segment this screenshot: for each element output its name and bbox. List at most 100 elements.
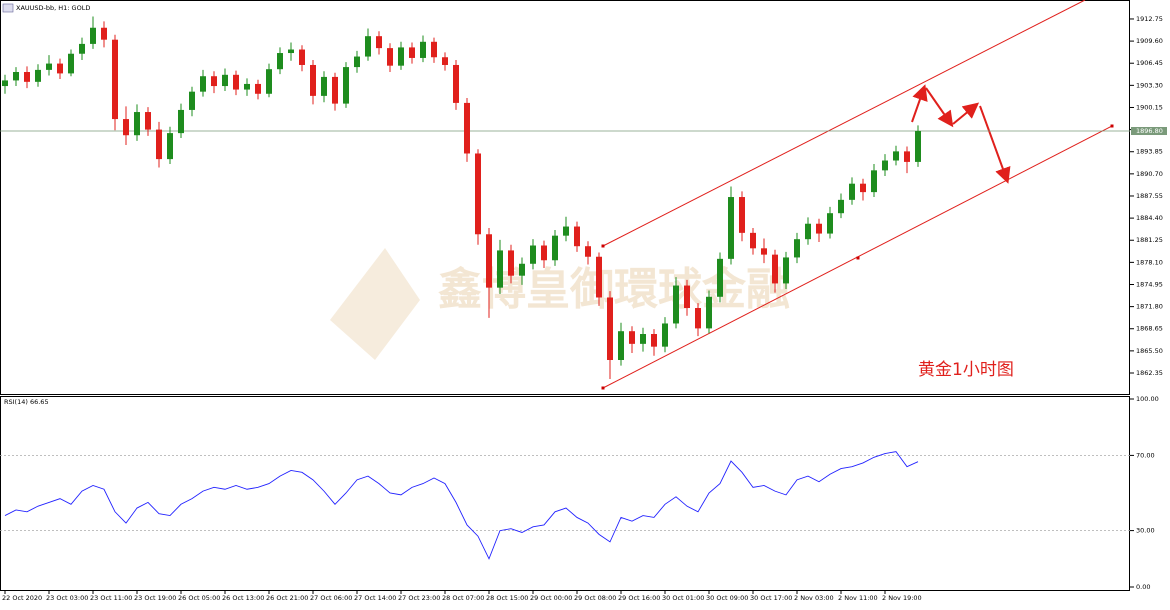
rsi-line xyxy=(4,451,919,560)
candle-body xyxy=(13,72,19,81)
y-tick-label: 1912.75 xyxy=(1136,15,1163,23)
x-tick-label: 26 Oct 21:00 xyxy=(266,594,308,602)
candle-body xyxy=(585,246,591,257)
x-tick-label: 30 Oct 17:00 xyxy=(750,594,792,602)
candle-body xyxy=(783,257,789,284)
candle-body xyxy=(827,213,833,234)
y-tick-label: 1881.25 xyxy=(1136,236,1163,244)
x-tick-label: 29 Oct 00:00 xyxy=(530,594,572,602)
candle-body xyxy=(893,151,899,161)
candle-body xyxy=(189,91,195,110)
x-tick-label: 2 Nov 11:00 xyxy=(838,594,878,602)
watermark: 鑫博皇御環球金融 xyxy=(438,264,790,315)
x-tick-label: 30 Oct 01:00 xyxy=(662,594,704,602)
candle-body xyxy=(805,223,811,240)
symbol-icon xyxy=(2,3,14,13)
candle-body xyxy=(442,57,448,65)
candle-body xyxy=(497,250,503,288)
candle-body xyxy=(684,285,690,309)
candle-body xyxy=(365,36,371,57)
candle-body xyxy=(244,83,250,90)
y-tick-label: 1862.35 xyxy=(1136,369,1163,377)
watermark-logo xyxy=(330,248,420,360)
x-tick-label: 23 Oct 11:00 xyxy=(90,594,132,602)
candle-body xyxy=(299,49,305,65)
y-tick-label: 1909.60 xyxy=(1136,37,1163,45)
candle-body xyxy=(640,334,646,344)
candle-body xyxy=(673,285,679,324)
candle-body xyxy=(717,258,723,297)
candle-body xyxy=(57,63,63,74)
candle-body xyxy=(167,133,173,160)
y-tick-label: 1893.85 xyxy=(1136,148,1163,156)
candle-body xyxy=(453,64,459,103)
y-tick-label: 1874.95 xyxy=(1136,280,1163,288)
y-tick-label: 1878.10 xyxy=(1136,258,1163,266)
x-tick-label: 27 Oct 06:00 xyxy=(310,594,352,602)
candle-body xyxy=(211,76,217,87)
candle-body xyxy=(178,109,184,134)
candle-body xyxy=(233,74,239,90)
candle-body xyxy=(596,256,602,298)
candle-body xyxy=(398,47,404,66)
candle-body xyxy=(904,151,910,162)
candle-body xyxy=(123,119,129,136)
candle-body xyxy=(24,72,30,82)
candle-body xyxy=(574,226,580,247)
candle-body xyxy=(90,27,96,44)
x-tick-label: 28 Oct 07:00 xyxy=(442,594,484,602)
candle-body xyxy=(156,129,162,160)
candle-body xyxy=(629,331,635,344)
x-tick-label: 27 Oct 23:00 xyxy=(398,594,440,602)
candle-body xyxy=(816,223,822,234)
y-tick-label: 1903.30 xyxy=(1136,81,1163,89)
candle-body xyxy=(343,67,349,104)
candle-body xyxy=(310,64,316,96)
candle-body xyxy=(706,296,712,329)
x-tick-label: 2 Nov 03:00 xyxy=(794,594,834,602)
candle-body xyxy=(409,47,415,58)
candle-body xyxy=(222,74,228,87)
candle-body xyxy=(662,323,668,347)
candle-body xyxy=(79,43,85,54)
y-tick-label: 1900.15 xyxy=(1136,103,1163,111)
candle-body xyxy=(266,69,272,94)
current-price-label: 1896.80 xyxy=(1136,127,1163,135)
candle-body xyxy=(882,160,888,171)
candle-body xyxy=(728,197,734,259)
annotation: 黄金1小时图 xyxy=(918,360,1014,380)
candle-body xyxy=(563,226,569,236)
y-tick-label: 1890.70 xyxy=(1136,170,1163,178)
y-tick-label: 1871.80 xyxy=(1136,303,1163,311)
candle-body xyxy=(849,183,855,200)
candle-body xyxy=(761,248,767,255)
candle-body xyxy=(321,76,327,96)
y-tick-label: 1865.50 xyxy=(1136,347,1163,355)
candle-body xyxy=(915,131,921,162)
rsi-panel-frame xyxy=(0,396,1130,591)
candle-body xyxy=(255,83,261,94)
price-panel-frame xyxy=(0,0,1130,395)
candle-body xyxy=(739,197,745,233)
candle-body xyxy=(552,235,558,261)
rsi-y-tick-label: 30.00 xyxy=(1136,527,1155,535)
rsi-y-tick-label: 0.00 xyxy=(1136,583,1150,591)
x-tick-label: 29 Oct 08:00 xyxy=(574,594,616,602)
y-tick-label: 1906.45 xyxy=(1136,59,1163,67)
candle-body xyxy=(376,36,382,49)
x-tick-label: 28 Oct 15:00 xyxy=(486,594,528,602)
candle-body xyxy=(354,56,360,68)
rsi-label: RSI(14) 66.65 xyxy=(4,398,49,406)
candle-body xyxy=(200,76,206,92)
candle-body xyxy=(541,245,547,261)
x-tick-label: 30 Oct 09:00 xyxy=(706,594,748,602)
candle-body xyxy=(387,48,393,66)
candle-body xyxy=(277,53,283,70)
candle-body xyxy=(68,53,74,74)
candle-body xyxy=(420,41,426,58)
channel xyxy=(601,0,1114,390)
candle-body xyxy=(508,250,514,276)
x-tick-label: 22 Oct 2020 xyxy=(2,594,42,602)
candle-body xyxy=(464,102,470,154)
candle-body xyxy=(860,183,866,193)
